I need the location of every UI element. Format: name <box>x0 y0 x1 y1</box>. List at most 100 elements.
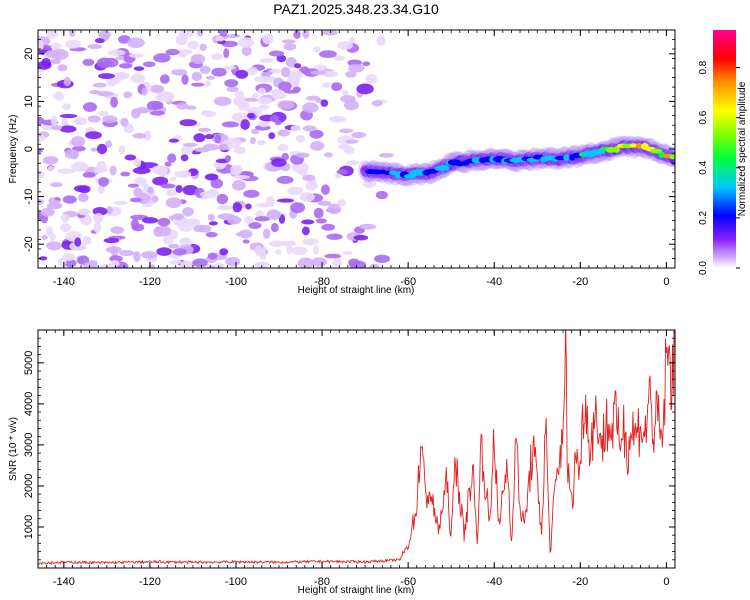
spectrogram-cell <box>338 143 350 150</box>
spectrogram-cell <box>320 99 329 107</box>
spectrogram-cell <box>199 191 212 198</box>
ridge-peak <box>635 143 643 149</box>
spectrogram-cell <box>359 223 377 230</box>
spectrogram-cell <box>276 198 294 203</box>
x-tick-label: -80 <box>314 276 330 288</box>
spectrogram-cell <box>50 125 63 131</box>
spectrogram-cell <box>156 247 172 256</box>
spectrogram-cell <box>77 193 89 203</box>
spectrogram-cell <box>311 257 327 267</box>
spectrogram-cell <box>133 158 142 168</box>
spectrogram-cell <box>62 103 72 110</box>
spectrogram-cell <box>205 231 218 238</box>
spectrogram-cell <box>293 30 301 39</box>
spectrogram-cell <box>290 202 306 214</box>
x-tick-label: -100 <box>225 576 247 588</box>
colorbar-tick-label: 0.0 <box>698 261 709 275</box>
spectrogram-cell <box>378 152 394 158</box>
spectrogram-cell <box>204 80 212 87</box>
spectrogram-cell <box>143 130 152 141</box>
spectrogram-cell <box>157 217 171 227</box>
spectrogram-cell <box>301 226 310 236</box>
spectrogram-cell <box>291 246 308 255</box>
spectrogram-cell <box>345 160 360 166</box>
spectrogram-cell <box>246 112 256 119</box>
spectrogram-cell <box>180 260 193 268</box>
spectrogram-cell <box>268 240 285 247</box>
spectrogram-cell <box>244 216 254 224</box>
y-tick-label: 20 <box>23 48 35 60</box>
spectrogram-cell <box>97 184 105 194</box>
spectrogram-cell <box>286 70 304 80</box>
spectrogram-cell <box>77 208 91 216</box>
colorbar-label: Normalized spectral amplitude <box>737 81 748 216</box>
spectrogram-cell <box>234 146 246 155</box>
spectrogram-cell <box>69 30 76 37</box>
ridge-peak <box>437 165 450 171</box>
y-tick-label: -10 <box>23 189 35 205</box>
spectrogram-cell <box>324 152 333 158</box>
spectrogram-cell <box>258 104 270 110</box>
snr-y-axis-label: SNR (10 * v/v) <box>8 417 19 481</box>
spectrogram-cell <box>301 219 315 225</box>
snr-panel: -140 -120 -100 -80 -60 -40 -20 0 1000 2000 3000 40… <box>8 329 676 596</box>
y-tick-label: 5000 <box>23 351 35 375</box>
spectrogram-cell <box>224 79 239 88</box>
spectrogram-cell <box>190 53 206 65</box>
spectrogram-cell <box>182 207 194 217</box>
spectrogram-cell <box>147 186 154 195</box>
spectrogram-cell <box>169 176 177 182</box>
spectrogram-cell <box>191 71 203 82</box>
spectrogram-cell <box>199 43 207 51</box>
spectrogram-cell <box>132 132 147 139</box>
spectrogram-cell <box>96 143 108 155</box>
spectrogram-cell <box>274 249 282 255</box>
spectrogram-cell <box>57 257 67 267</box>
spectrogram-cell <box>256 96 273 105</box>
spectrogram-cell <box>103 237 120 244</box>
spectrogram-cell <box>324 253 341 259</box>
spectrogram-cell <box>63 76 71 87</box>
spectrogram-cell <box>181 145 194 155</box>
spectrogram-cell <box>211 67 227 77</box>
spectrogram-cell <box>277 143 289 152</box>
spectrogram-cell <box>97 73 115 79</box>
spectrogram-cell <box>276 175 294 184</box>
colorbar-tick-label: 0.8 <box>698 60 709 74</box>
spectrogram-cell <box>278 81 292 92</box>
spectrogram-cell <box>93 222 102 233</box>
spectrogram-cell <box>373 254 391 263</box>
spectrogram-cell <box>142 61 156 68</box>
spectrogram-cell <box>120 171 131 177</box>
spectrogram-cell <box>59 125 77 133</box>
spectrogram-cell <box>127 183 139 188</box>
spectrogram-cell <box>258 119 270 128</box>
spectrogram-cell <box>136 106 150 114</box>
spectrogram-cell <box>106 206 113 215</box>
spectrogram-cell <box>214 134 222 144</box>
spectrogram-cell <box>281 39 296 44</box>
spectrogram-cell <box>362 61 371 67</box>
spectrogram-cell <box>187 40 199 50</box>
y-tick-label: 0 <box>23 146 35 152</box>
spectrogram-cell <box>197 30 204 37</box>
spectrogram-cell <box>257 87 267 95</box>
spectrogram-cell <box>152 176 169 186</box>
x-tick-label: -100 <box>225 276 247 288</box>
spectrogram-cell <box>375 190 388 200</box>
spectrogram-cell <box>322 70 339 78</box>
spectrogram-cell <box>193 133 206 143</box>
spectrogram-cell <box>259 57 274 63</box>
spectrogram-cell <box>337 199 347 207</box>
spectrogram-cell <box>201 110 217 117</box>
spectrogram-cell <box>224 154 232 162</box>
spectrogram-cell <box>341 90 349 96</box>
spectrogram-cell <box>181 74 189 85</box>
colorbar: 0.0 0.2 0.4 0.6 0.8 Normalized spectral ampl… <box>698 30 748 275</box>
spectrogram-cell <box>178 221 193 232</box>
spectrogram-cell <box>262 228 271 239</box>
ridge-peak <box>649 148 663 154</box>
spectrogram-cell <box>204 173 219 181</box>
ridge-peak <box>426 168 439 174</box>
